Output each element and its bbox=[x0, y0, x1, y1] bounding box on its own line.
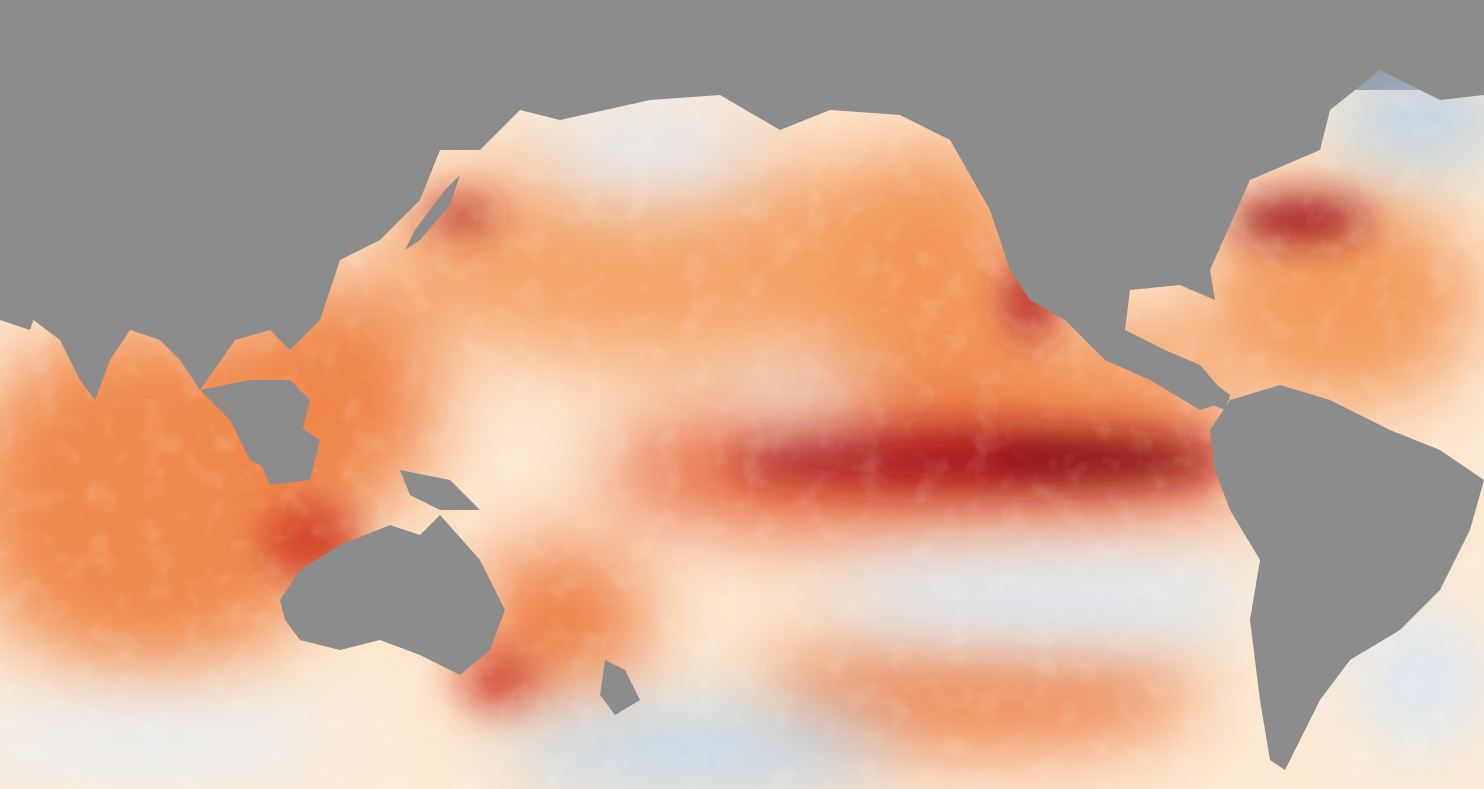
new-guinea bbox=[400, 470, 480, 510]
central-america bbox=[1150, 350, 1230, 410]
borneo bbox=[250, 420, 320, 485]
land bbox=[0, 0, 1484, 770]
australia bbox=[280, 515, 505, 675]
eurasia bbox=[0, 0, 1484, 410]
new-zealand bbox=[600, 660, 640, 715]
japan bbox=[405, 175, 460, 250]
south-america bbox=[1210, 385, 1484, 770]
